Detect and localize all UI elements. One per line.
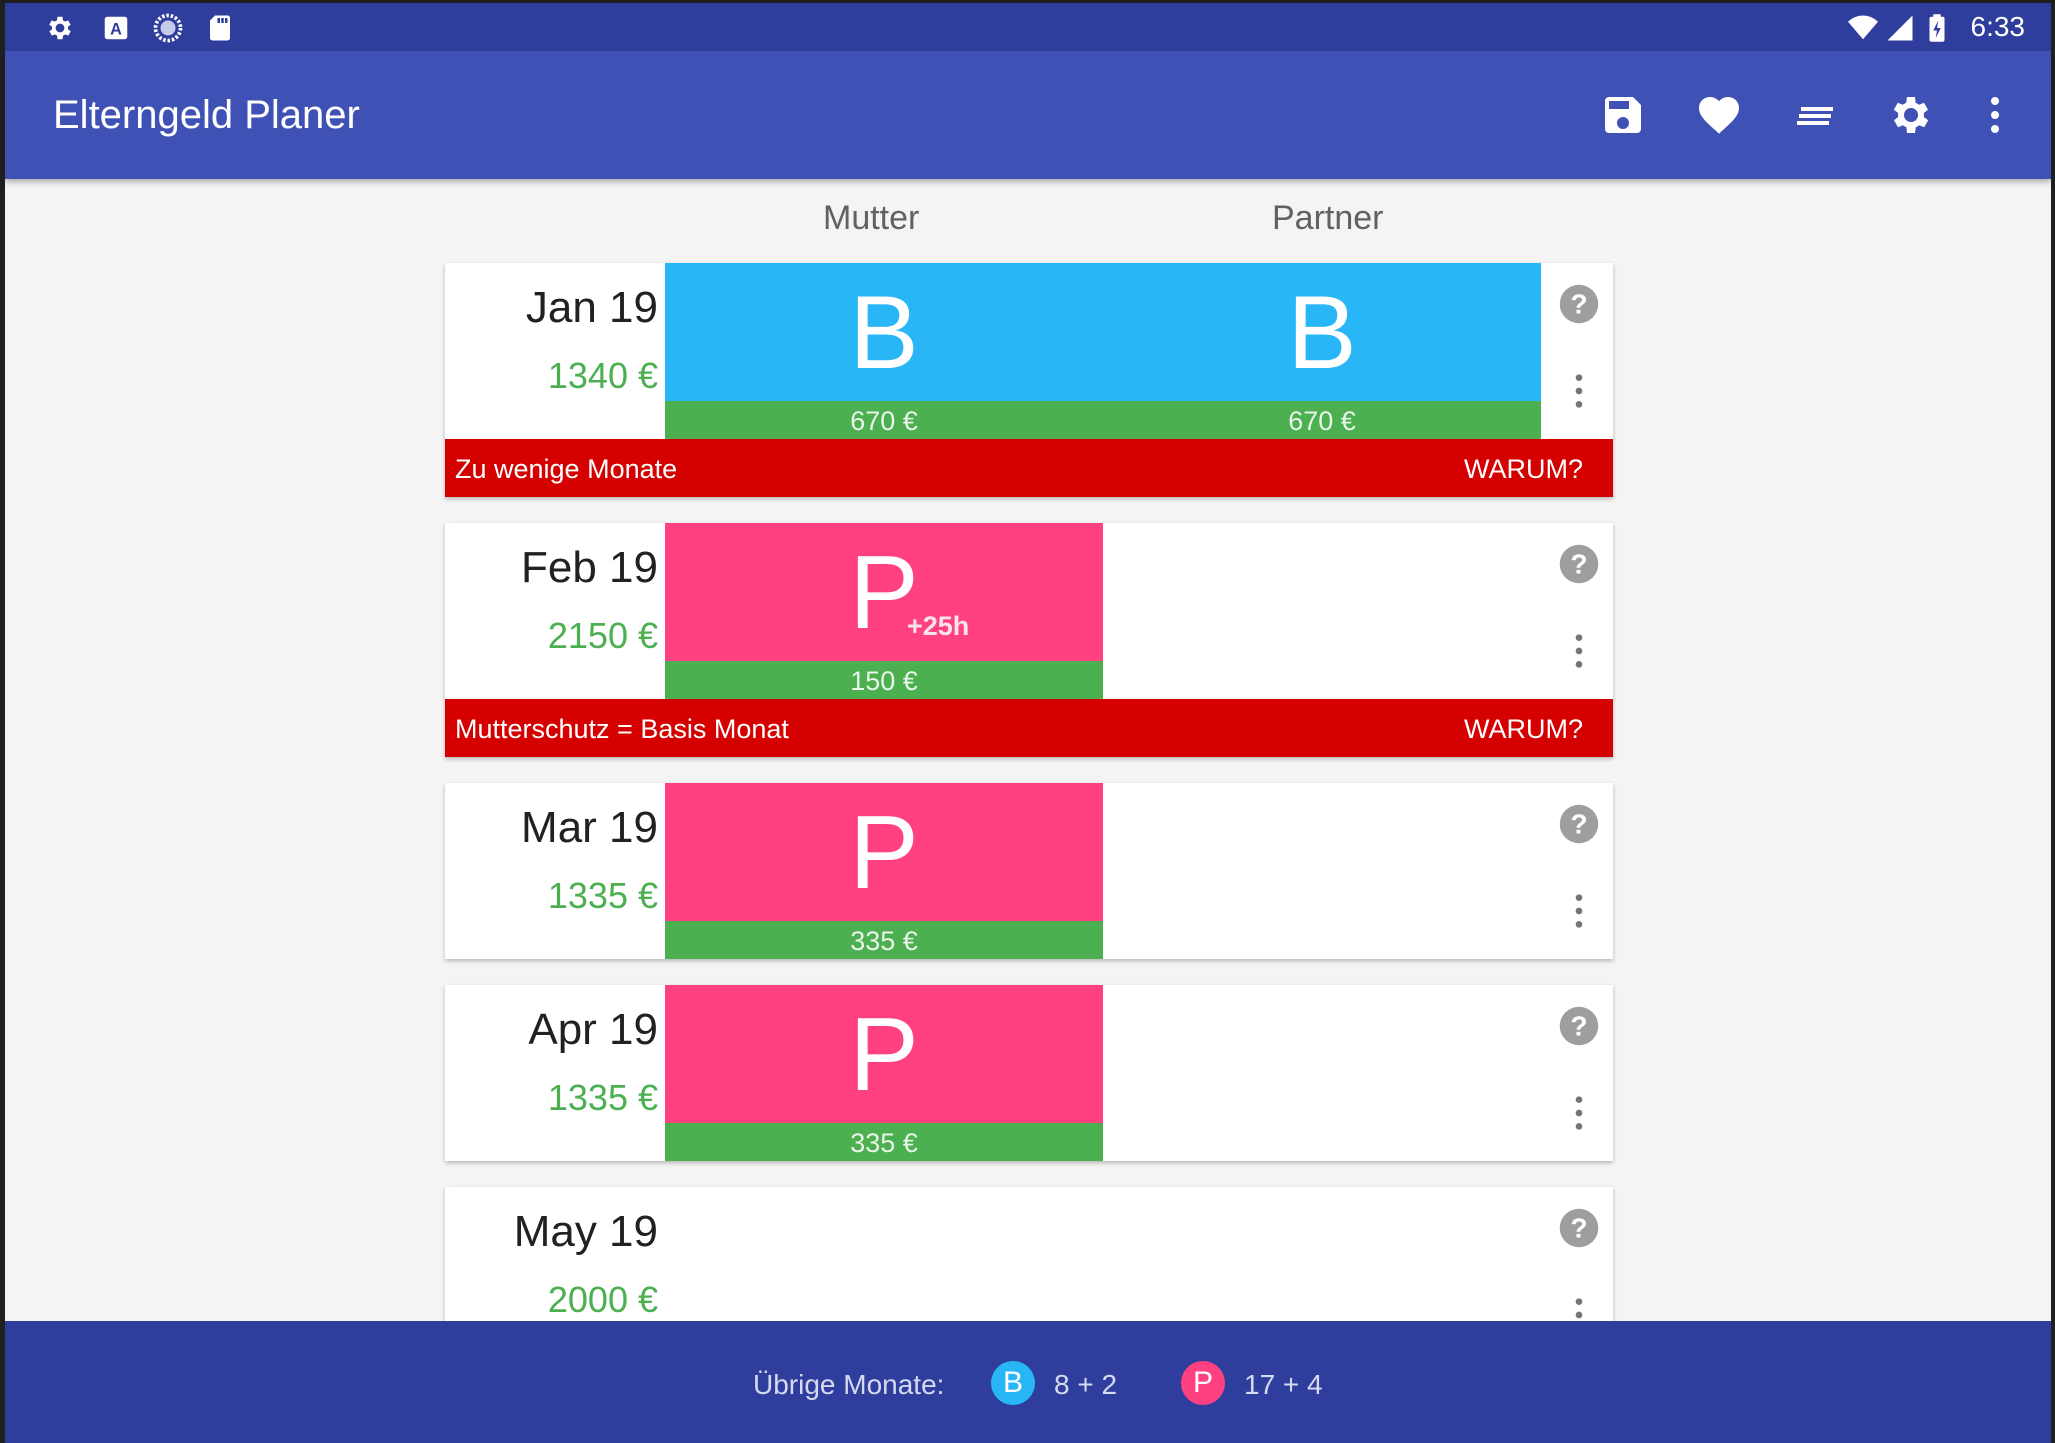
- more-vert-icon[interactable]: [1565, 371, 1593, 411]
- help-icon[interactable]: ?: [1558, 283, 1600, 325]
- mother-slot[interactable]: P: [665, 985, 1103, 1123]
- svg-text:?: ?: [1570, 809, 1587, 840]
- help-icon[interactable]: ?: [1558, 1005, 1600, 1047]
- hours-label: +25h: [907, 611, 970, 641]
- month-list[interactable]: Mutter Partner Jan 19 1340 € B 670 € B 6…: [5, 3, 2051, 1321]
- month-card-feb[interactable]: Feb 19 2150 € P +25h 150 € ? Mutterschut…: [445, 523, 1613, 757]
- month-total: 1335 €: [547, 875, 658, 916]
- a-letter-icon: A: [101, 13, 131, 43]
- month-card-jan[interactable]: Jan 19 1340 € B 670 € B 670 € ? Zu wenig…: [445, 263, 1613, 497]
- month-total: 2150 €: [547, 615, 658, 656]
- svg-text:?: ?: [1570, 1011, 1587, 1042]
- svg-text:A: A: [110, 20, 122, 38]
- app-toolbar: Elterngeld Planer: [5, 51, 2051, 179]
- warning-banner: Mutterschutz = Basis Monat WARUM?: [445, 699, 1613, 757]
- plus-badge: P: [1181, 1361, 1225, 1405]
- mother-amount: 335 €: [665, 921, 1103, 959]
- remaining-months-bar: Übrige Monate: B 8 + 2 P 17 + 4: [5, 1321, 2051, 1443]
- mother-amount: 335 €: [665, 1123, 1103, 1161]
- month-label: May 19: [513, 1207, 658, 1256]
- more-vert-icon[interactable]: [1565, 1295, 1593, 1321]
- month-card-mar[interactable]: Mar 19 1335 € P 335 € ?: [445, 783, 1613, 959]
- basis-badge: B: [991, 1361, 1035, 1405]
- settings-icon[interactable]: [1887, 91, 1935, 139]
- warum-button[interactable]: WARUM?: [1464, 714, 1583, 744]
- settings-gear-icon: [45, 13, 75, 43]
- mother-amount: 670 €: [665, 401, 1103, 439]
- mother-slot[interactable]: B: [665, 263, 1103, 401]
- status-bar: A 6:33: [5, 3, 2051, 51]
- month-label: Apr 19: [528, 1005, 658, 1054]
- month-label: Mar 19: [521, 803, 658, 852]
- battery-charging-icon: [1927, 13, 1947, 43]
- help-icon[interactable]: ?: [1558, 803, 1600, 845]
- month-total: 1335 €: [547, 1077, 658, 1118]
- app-title: Elterngeld Planer: [53, 93, 360, 137]
- help-icon[interactable]: ?: [1558, 543, 1600, 585]
- plus-count: 17 + 4: [1244, 1369, 1323, 1400]
- mother-slot-letter: P: [849, 795, 919, 911]
- month-card-may[interactable]: May 19 2000 € ?: [445, 1187, 1613, 1321]
- month-label: Jan 19: [525, 283, 658, 332]
- more-vert-icon[interactable]: [1565, 631, 1593, 671]
- more-vert-icon[interactable]: [1565, 1093, 1593, 1133]
- mother-slot-letter: P: [849, 997, 919, 1113]
- month-total: 1340 €: [547, 355, 658, 396]
- more-vert-icon[interactable]: [1971, 91, 2019, 139]
- svg-text:?: ?: [1570, 1213, 1587, 1244]
- month-card-apr[interactable]: Apr 19 1335 € P 335 € ?: [445, 985, 1613, 1161]
- svg-text:?: ?: [1570, 289, 1587, 320]
- warum-button[interactable]: WARUM?: [1464, 454, 1583, 484]
- warning-text: Zu wenige Monate: [455, 454, 678, 484]
- month-label: Feb 19: [521, 543, 658, 592]
- column-header-partner: Partner: [1272, 199, 1384, 237]
- warning-text: Mutterschutz = Basis Monat: [455, 714, 789, 744]
- partner-slot[interactable]: B: [1103, 263, 1541, 401]
- loading-circle-icon: [153, 13, 183, 43]
- mother-slot[interactable]: P +25h: [665, 523, 1103, 661]
- help-icon[interactable]: ?: [1558, 1207, 1600, 1249]
- basis-count: 8 + 2: [1054, 1369, 1118, 1400]
- partner-slot-letter: B: [1287, 275, 1357, 391]
- partner-amount: 670 €: [1103, 401, 1541, 439]
- heart-icon[interactable]: [1695, 91, 1743, 139]
- column-header-mother: Mutter: [823, 199, 920, 237]
- wifi-icon: [1848, 13, 1878, 43]
- signal-icon: [1885, 13, 1915, 43]
- mother-amount: 150 €: [665, 661, 1103, 699]
- status-time: 6:33: [1970, 11, 2026, 42]
- mother-slot-letter: P: [849, 535, 919, 651]
- sort-icon[interactable]: [1791, 91, 1839, 139]
- svg-text:?: ?: [1570, 549, 1587, 580]
- month-total: 2000 €: [547, 1279, 658, 1320]
- mother-slot-letter: B: [849, 275, 919, 391]
- app-screen: A 6:33 Elterngeld Planer: [5, 3, 2051, 1443]
- more-vert-icon[interactable]: [1565, 891, 1593, 931]
- warning-banner: Zu wenige Monate WARUM?: [445, 439, 1613, 497]
- save-icon[interactable]: [1599, 91, 1647, 139]
- sd-card-icon: [205, 13, 235, 43]
- remaining-months-label: Übrige Monate:: [753, 1369, 945, 1400]
- mother-slot[interactable]: P: [665, 783, 1103, 921]
